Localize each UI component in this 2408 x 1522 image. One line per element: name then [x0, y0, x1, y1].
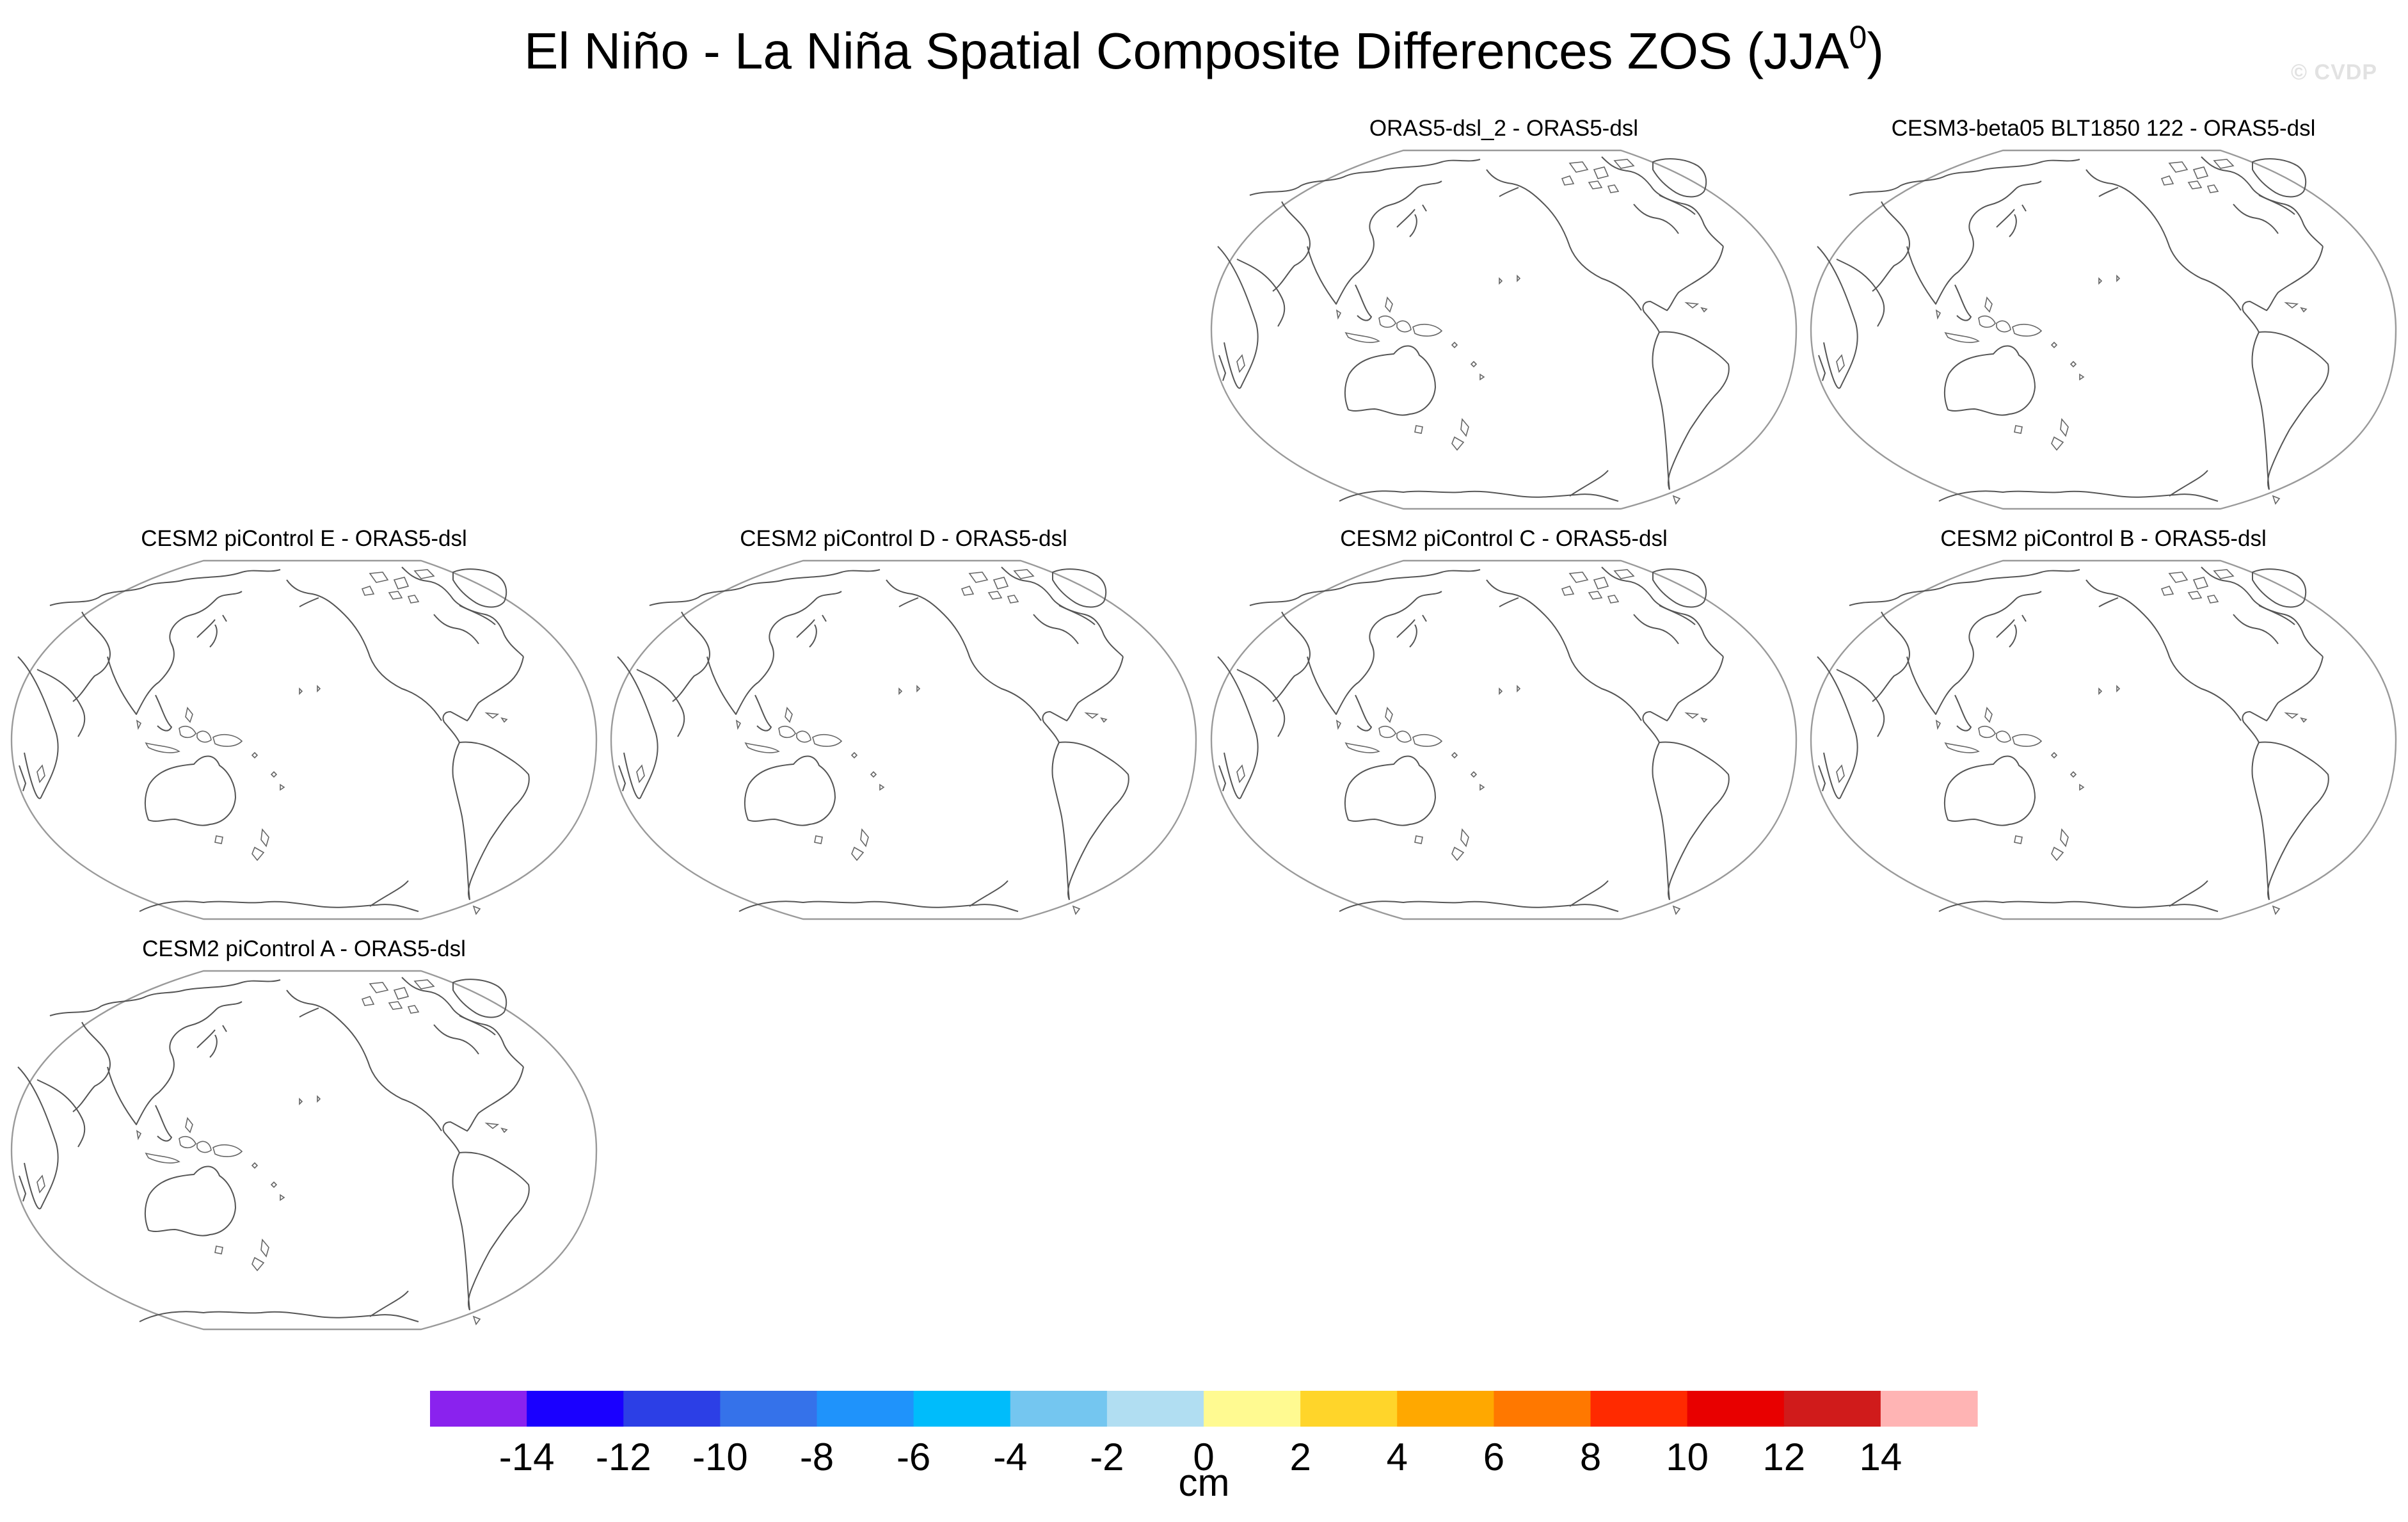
colorbar-tick-label: -14 — [499, 1436, 555, 1478]
colorbar-units-label: cm — [1178, 1461, 1230, 1504]
colorbar-box — [1783, 1391, 1881, 1427]
colorbar-tick-label: -6 — [897, 1436, 930, 1478]
panel-title-picb: CESM2 piControl B - ORAS5-dsl — [1940, 526, 2267, 551]
colorbar-box — [1397, 1391, 1494, 1427]
colorbar-tick-label: 6 — [1483, 1436, 1504, 1478]
colorbar-tick-label: -4 — [993, 1436, 1027, 1478]
colorbar-tick-labels: -14 -12 -10 -8 -6 -4 -2 0 2 4 6 8 10 12 14 — [499, 1436, 1902, 1478]
colorbar-tick-label: -8 — [800, 1436, 834, 1478]
colorbar-box — [430, 1391, 527, 1427]
colorbar-tick-label: 0 — [1193, 1436, 1214, 1478]
colorbar-box — [1687, 1391, 1785, 1427]
colorbar-boxes — [430, 1391, 1978, 1427]
colorbar-tick-label: -10 — [692, 1436, 748, 1478]
page-title-text: El Niño - La Niña Spatial Composite Diff… — [524, 22, 1849, 79]
colorbar-box — [1590, 1391, 1688, 1427]
colorbar-tick-label: 14 — [1860, 1436, 1902, 1478]
panel-title-cesm3: CESM3-beta05 BLT1850 122 - ORAS5-dsl — [1891, 116, 2316, 141]
colorbar-tick-label: -12 — [596, 1436, 651, 1478]
colorbar-box — [1106, 1391, 1204, 1427]
page-title-superscript: 0 — [1849, 19, 1867, 55]
colorbar-box — [1880, 1391, 1978, 1427]
colorbar-box — [1204, 1391, 1301, 1427]
colorbar-box — [720, 1391, 818, 1427]
colorbar-box — [527, 1391, 624, 1427]
colorbar-box — [1300, 1391, 1398, 1427]
colorbar-box — [623, 1391, 721, 1427]
colorbar-tick-label: 12 — [1762, 1436, 1805, 1478]
colorbar-tick-label: 10 — [1666, 1436, 1709, 1478]
panel-title-picc: CESM2 piControl C - ORAS5-dsl — [1340, 526, 1668, 551]
colorbar-box — [913, 1391, 1011, 1427]
colorbar-tick-label: 4 — [1387, 1436, 1408, 1478]
page-title: El Niño - La Niña Spatial Composite Diff… — [0, 19, 2408, 83]
panel-title-orasdsl2: ORAS5-dsl_2 - ORAS5-dsl — [1369, 116, 1639, 141]
panel-title-pice: CESM2 piControl E - ORAS5-dsl — [141, 526, 467, 551]
colorbar-tick-label: -2 — [1090, 1436, 1124, 1478]
colorbar-box — [1010, 1391, 1108, 1427]
cvdp-watermark: © CVDP — [2291, 60, 2377, 84]
colorbar-box — [817, 1391, 914, 1427]
colorbar-tick-label: 2 — [1289, 1436, 1311, 1478]
panel-title-picd: CESM2 piControl D - ORAS5-dsl — [740, 526, 1067, 551]
panel-title-pica: CESM2 piControl A - ORAS5-dsl — [142, 936, 466, 961]
colorbar-box — [1494, 1391, 1591, 1427]
page-title-suffix: ) — [1867, 22, 1884, 79]
colorbar-tick-label: 8 — [1580, 1436, 1601, 1478]
